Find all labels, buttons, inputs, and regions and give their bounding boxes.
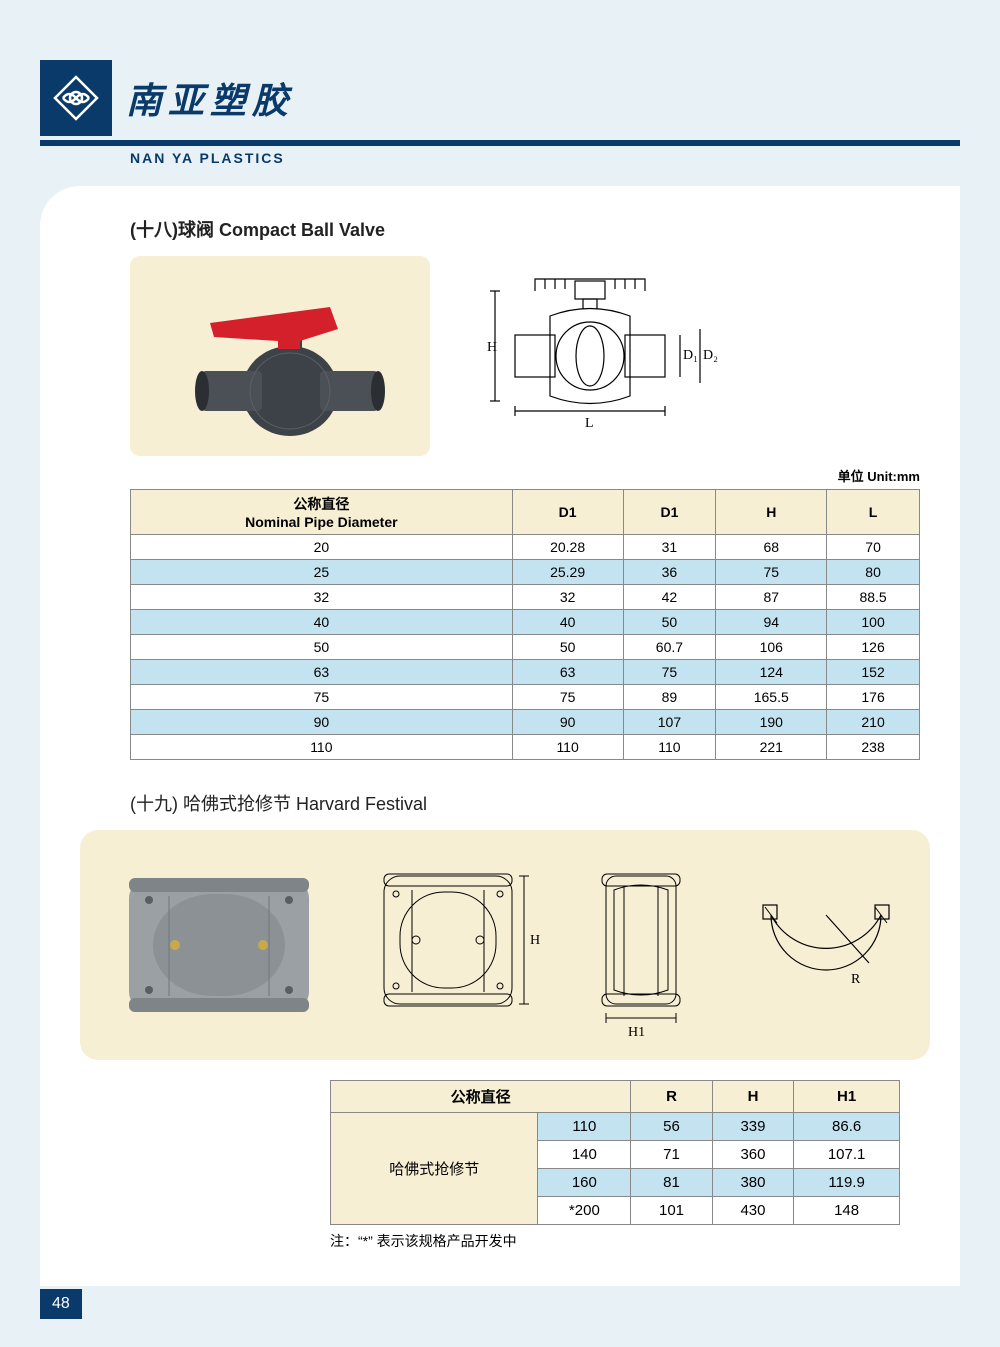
section1-title: (十八)球阀 Compact Ball Valve	[130, 216, 920, 242]
footnote: 注：“*” 表示该规格产品开发中	[330, 1231, 920, 1251]
table-row: 636375124152	[131, 660, 920, 685]
table-row: 9090107190210	[131, 710, 920, 735]
table-row: 2525.29367580	[131, 560, 920, 585]
company-name-en: NAN YA PLASTICS	[130, 150, 960, 166]
table-row: 3232428788.5	[131, 585, 920, 610]
unit-label: 单位 Unit:mm	[130, 466, 920, 485]
t1-col-3: H	[716, 490, 827, 535]
t2-col-R: R	[631, 1081, 712, 1113]
page-number: 48	[40, 1289, 82, 1319]
t2-col-H: H	[712, 1081, 793, 1113]
content-panel: (十八)球阀 Compact Ball Valve	[40, 186, 960, 1286]
dim-D1: D₁	[683, 348, 698, 363]
dim2-H1: H1	[628, 1025, 645, 1040]
section2-title: (十九) 哈佛式抢修节 Harvard Festival	[130, 790, 920, 816]
section2-figures: H H1	[80, 830, 930, 1060]
ball-valve-diagram: H L D₁ D₂	[470, 256, 730, 456]
t1-col-1: D1	[512, 490, 623, 535]
logo-icon	[40, 60, 112, 136]
section1-figures: H L D₁ D₂	[130, 256, 920, 456]
ball-valve-table: 公称直径Nominal Pipe DiameterD1D1HL 2020.283…	[130, 489, 920, 760]
dim-D2: D₂	[703, 348, 718, 363]
harvard-table: 公称直径 R H H1 哈佛式抢修节1105633986.61407136010…	[330, 1080, 900, 1225]
t2-col-H1: H1	[794, 1081, 900, 1113]
table-row: 110110110221238	[131, 735, 920, 760]
company-name-cn: 南亚塑胶	[126, 72, 294, 124]
table-row: 757589165.5176	[131, 685, 920, 710]
dim-L: L	[585, 416, 594, 431]
dim-H: H	[487, 340, 497, 355]
harvard-arc-diagram: R	[751, 885, 901, 1005]
t1-col-0: 公称直径Nominal Pipe Diameter	[131, 490, 513, 535]
harvard-photo	[109, 850, 329, 1040]
table-row: 505060.7106126	[131, 635, 920, 660]
table-row: 40405094100	[131, 610, 920, 635]
ball-valve-photo	[130, 256, 430, 456]
table-row: 2020.28316870	[131, 535, 920, 560]
t2-header-main: 公称直径	[331, 1081, 631, 1113]
dim2-H: H	[530, 933, 540, 948]
harvard-front-diagram: H	[366, 850, 546, 1040]
table-row: 哈佛式抢修节1105633986.6	[331, 1113, 900, 1141]
t1-col-4: L	[827, 490, 920, 535]
brand-header: 南亚塑胶	[40, 60, 960, 146]
t1-col-2: D1	[623, 490, 716, 535]
t2-row-label: 哈佛式抢修节	[331, 1113, 538, 1225]
dim2-R: R	[851, 972, 861, 987]
harvard-side-diagram: H1	[584, 850, 714, 1040]
